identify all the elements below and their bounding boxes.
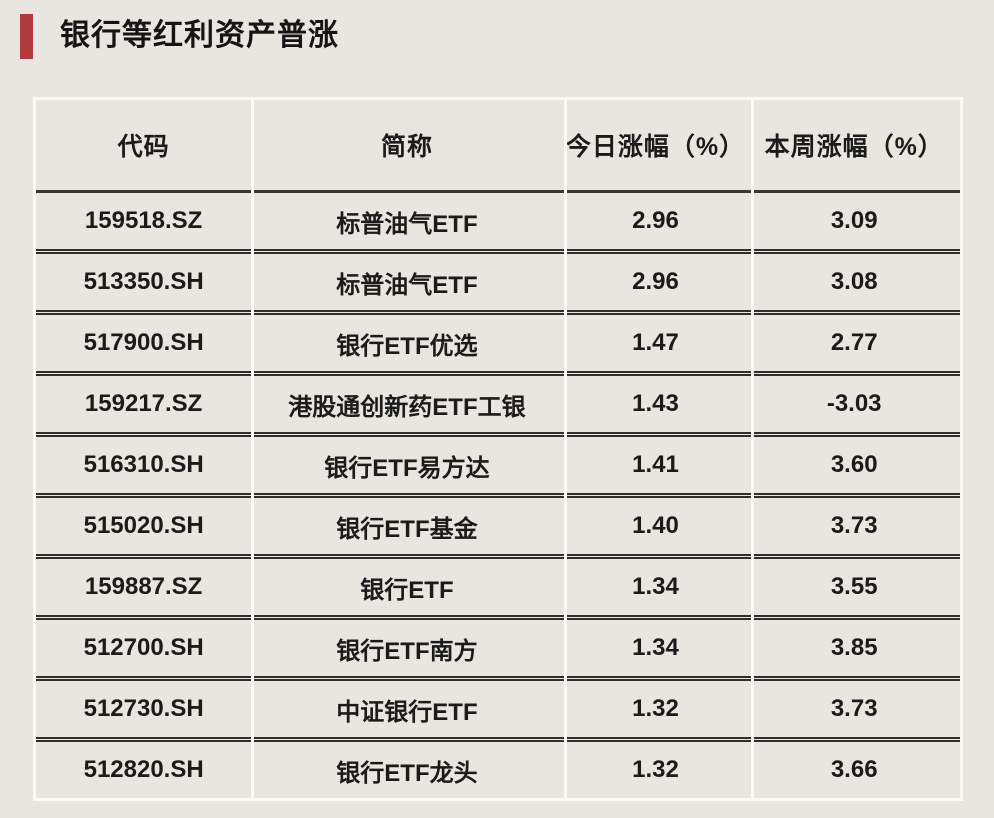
table-row: 517900.SH 银行ETF优选 1.47 2.77 <box>36 312 960 376</box>
code-cell: 159887.SZ <box>36 556 252 620</box>
code-cell: 517900.SH <box>36 312 252 376</box>
table-body: 159518.SZ 标普油气ETF 2.96 3.09 513350.SH 标普油气ETF… <box>36 191 960 799</box>
name-cell: 港股通创新药ETF工银 <box>251 373 563 437</box>
code-cell: 512700.SH <box>36 617 252 681</box>
table-row: 159217.SZ 港股通创新药ETF工银 1.43 -3.03 <box>36 373 960 437</box>
code-cell: 159217.SZ <box>36 373 252 437</box>
today-change-cell: 1.32 <box>632 756 679 783</box>
name-cell: 中证银行ETF <box>251 678 563 742</box>
code-cell: 512730.SH <box>36 678 252 742</box>
column-header-today_change_pct: 今日涨幅（%） <box>562 100 749 193</box>
code-cell: 159518.SZ <box>36 191 252 254</box>
today-change-cell: 2.96 <box>562 191 749 254</box>
code-cell: 513350.SH <box>36 251 252 315</box>
code-cell: 515020.SH <box>36 495 252 559</box>
etf-table-container: 代码 简称 今日涨幅（%） 本周涨幅（%） 159518.SZ 标普油气ETF 2.96 3… <box>33 97 963 801</box>
column-header-name: 简称 <box>251 100 563 193</box>
code-cell: 512820.SH <box>83 756 204 783</box>
table-row: 159518.SZ 标普油气ETF 2.96 3.09 <box>36 191 960 254</box>
name-cell: 银行ETF龙头 <box>336 759 478 787</box>
today-change-cell: 1.43 <box>562 373 749 437</box>
week-change-cell: 3.55 <box>748 556 960 620</box>
table-row: 515020.SH 银行ETF基金 1.40 3.73 <box>36 495 960 559</box>
week-change-cell: -3.03 <box>748 373 960 437</box>
column-separator <box>751 100 754 798</box>
title-accent-bar <box>20 13 33 59</box>
table-header-row: 代码 简称 今日涨幅（%） 本周涨幅（%） <box>36 100 960 193</box>
week-change-cell: 3.08 <box>748 251 960 315</box>
today-change-cell: 2.96 <box>562 251 749 315</box>
name-cell: 银行ETF南方 <box>251 617 563 681</box>
section-header: 银行等红利资产普涨 <box>20 13 994 59</box>
table-row: 512730.SH 中证银行ETF 1.32 3.73 <box>36 678 960 742</box>
column-header-code: 代码 <box>36 100 252 193</box>
name-cell: 银行ETF <box>251 556 563 620</box>
week-change-cell: 2.77 <box>748 312 960 376</box>
page-title: 银行等红利资产普涨 <box>60 19 339 52</box>
column-header-week_change_pct: 本周涨幅（%） <box>748 100 960 193</box>
week-change-cell: 3.73 <box>748 495 960 559</box>
today-change-cell: 1.41 <box>562 434 749 498</box>
etf-table: 代码 简称 今日涨幅（%） 本周涨幅（%） 159518.SZ 标普油气ETF 2.96 3… <box>36 100 960 798</box>
column-separator <box>251 100 254 798</box>
table-row: 513350.SH 标普油气ETF 2.96 3.08 <box>36 251 960 315</box>
week-change-cell: 3.73 <box>748 678 960 742</box>
table-row: 159887.SZ 银行ETF 1.34 3.55 <box>36 556 960 620</box>
today-change-cell: 1.32 <box>562 678 749 742</box>
name-cell: 标普油气ETF <box>251 251 563 315</box>
column-separator <box>564 100 567 798</box>
table-row: 512820.SH 银行ETF龙头 1.32 3.66 <box>36 740 960 799</box>
today-change-cell: 1.40 <box>562 495 749 559</box>
week-change-cell: 3.09 <box>748 191 960 254</box>
name-cell: 银行ETF优选 <box>251 312 563 376</box>
table-row: 516310.SH 银行ETF易方达 1.41 3.60 <box>36 434 960 498</box>
week-change-cell: 3.85 <box>748 617 960 681</box>
name-cell: 银行ETF基金 <box>251 495 563 559</box>
today-change-cell: 1.34 <box>562 556 749 620</box>
week-change-cell: 3.66 <box>830 756 878 783</box>
name-cell: 银行ETF易方达 <box>251 434 563 498</box>
today-change-cell: 1.47 <box>562 312 749 376</box>
week-change-cell: 3.60 <box>748 434 960 498</box>
table-head: 代码 简称 今日涨幅（%） 本周涨幅（%） <box>36 100 960 193</box>
table-row: 512700.SH 银行ETF南方 1.34 3.85 <box>36 617 960 681</box>
name-cell: 标普油气ETF <box>251 191 563 254</box>
today-change-cell: 1.34 <box>562 617 749 681</box>
code-cell: 516310.SH <box>36 434 252 498</box>
